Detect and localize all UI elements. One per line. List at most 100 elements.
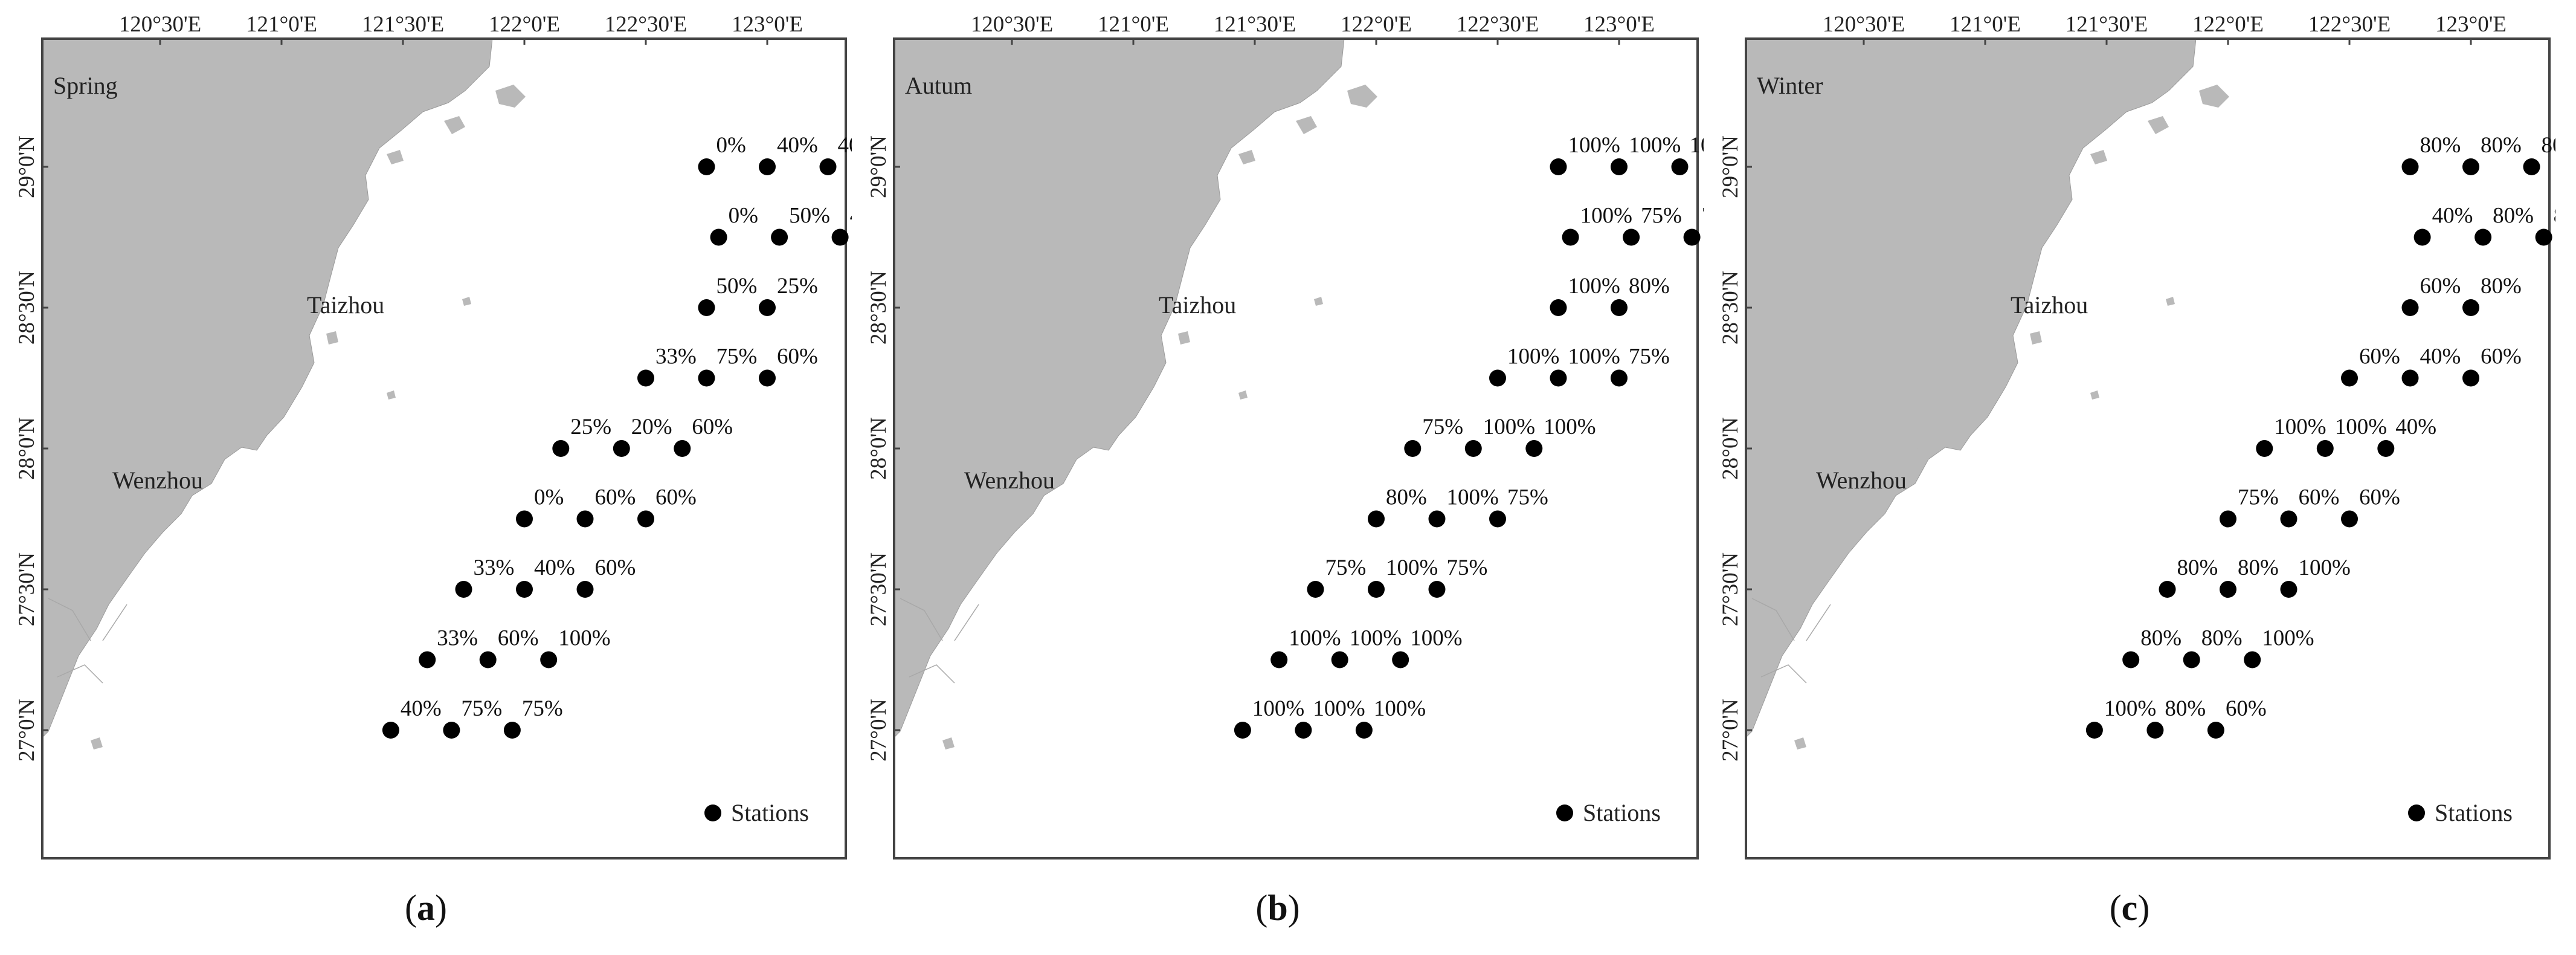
panel-caption: (b) <box>1255 888 1300 928</box>
station-percent-label: 80% <box>2481 274 2522 299</box>
station-percent-label: 80% <box>2542 133 2556 158</box>
station-percent-label: 100% <box>1568 345 1620 369</box>
island <box>988 542 999 554</box>
legend-station-marker <box>704 804 721 821</box>
island <box>2199 85 2229 108</box>
lon-tick-label: 123°0'E <box>1583 12 1655 37</box>
lat-tick-label: 27°30'N <box>1718 552 1743 626</box>
lon-tick-label: 120°30'E <box>1823 12 1905 37</box>
station-marker <box>710 228 727 246</box>
map-svg: 120°30'E 121°0'E 121°30'E 122°0'E 122°30'E 12… <box>14 12 852 860</box>
station-percent-label: 60% <box>655 485 697 510</box>
station-percent-label: 80% <box>2493 204 2534 228</box>
lon-tick-label: 121°30'E <box>1214 12 1296 37</box>
lon-tick-label: 120°30'E <box>119 12 202 37</box>
station-marker <box>419 651 436 668</box>
station-marker <box>2207 722 2224 739</box>
station-marker <box>2401 299 2419 316</box>
station-percent-label: 60% <box>2359 345 2400 369</box>
station-percent-label: 100% <box>1350 626 1402 651</box>
station-marker <box>1611 158 1628 175</box>
station-percent-label: 25% <box>570 415 611 439</box>
station-marker <box>1331 651 1348 668</box>
station-percent-label: 60% <box>692 415 733 439</box>
station-percent-label: 75% <box>461 696 502 721</box>
station-percent-label: 75% <box>716 345 758 369</box>
station-marker <box>2183 651 2200 668</box>
island <box>1840 542 1851 554</box>
station-percent-label: 75% <box>1325 555 1367 580</box>
lat-tick-label: 28°0'N <box>1718 417 1743 480</box>
station-percent-label: 75% <box>1507 485 1548 510</box>
station-percent-label: 40% <box>401 696 442 721</box>
station-percent-label: 100% <box>1568 274 1620 299</box>
station-marker <box>1611 369 1628 387</box>
station-percent-label: 100% <box>2335 415 2387 439</box>
lon-tick-label: 122°30'E <box>605 12 687 37</box>
station-marker <box>1489 510 1506 528</box>
station-percent-label: 60% <box>2359 485 2400 510</box>
station-percent-label: 80% <box>2238 555 2279 580</box>
station-percent-label: 50% <box>789 204 830 228</box>
station-marker <box>674 440 691 457</box>
station-marker <box>2244 651 2261 668</box>
station-percent-label: 100% <box>1507 345 1559 369</box>
station-marker <box>455 581 472 598</box>
station-percent-label: 100% <box>1483 415 1535 439</box>
panel-caption: (a) <box>405 888 447 928</box>
panel-caption-letter: a <box>417 888 435 928</box>
station-marker <box>1683 228 1701 246</box>
station-percent-label: 33% <box>474 555 515 580</box>
station-marker <box>2535 228 2552 246</box>
island <box>2148 116 2169 134</box>
station-marker <box>1428 581 1446 598</box>
station-percent-label: 80% <box>2554 204 2555 228</box>
station-marker <box>2401 158 2419 175</box>
station-percent-label: 0% <box>534 485 564 510</box>
station-marker <box>382 722 399 739</box>
city-label-taizhou: Taizhou <box>307 291 384 319</box>
panel-caption: (c) <box>2109 888 2150 928</box>
station-percent-label: 40% <box>2432 204 2473 228</box>
station-marker <box>2462 158 2479 175</box>
station-marker <box>2085 722 2103 739</box>
station-marker <box>1489 369 1506 387</box>
station-percent-label: 80% <box>2177 555 2218 580</box>
map-panel-a: 120°30'E 121°0'E 121°30'E 122°0'E 122°30'E 12… <box>0 0 852 955</box>
island <box>326 331 338 345</box>
station-marker <box>516 510 533 528</box>
lat-tick-label: 28°30'N <box>1718 271 1743 345</box>
station-marker <box>2401 369 2419 387</box>
station-percent-label: 75% <box>2238 485 2279 510</box>
station-marker <box>1550 158 1567 175</box>
island <box>1979 399 1990 411</box>
station-marker <box>759 158 776 175</box>
station-percent-label: 40% <box>850 204 852 228</box>
season-label: Autum <box>905 72 972 99</box>
station-marker <box>1295 722 1312 739</box>
island <box>208 447 221 459</box>
station-marker <box>2256 440 2273 457</box>
station-marker <box>2462 299 2479 316</box>
station-percent-label: 100% <box>1386 555 1438 580</box>
station-marker <box>479 651 497 668</box>
island <box>1178 331 1190 345</box>
land-area <box>1746 39 2197 738</box>
station-percent-label: 100% <box>1374 696 1426 721</box>
station-percent-label: 25% <box>777 274 818 299</box>
map-panel-b: 120°30'E 121°0'E 121°30'E 122°0'E 122°30'E 12… <box>852 0 1704 955</box>
island <box>495 85 526 108</box>
lat-tick-label: 27°30'N <box>14 552 39 626</box>
station-percent-label: 80% <box>1629 274 1670 299</box>
station-percent-label: 0% <box>716 133 746 158</box>
station-marker <box>759 299 776 316</box>
legend-station-marker <box>1556 804 1573 821</box>
island <box>275 399 286 411</box>
station-marker <box>2146 722 2164 739</box>
station-percent-label: 50% <box>716 274 758 299</box>
lat-tick-label: 27°0'N <box>14 699 39 762</box>
station-marker <box>2280 510 2297 528</box>
map-svg: 120°30'E 121°0'E 121°30'E 122°0'E 122°30'E 12… <box>1718 12 2556 860</box>
station-marker <box>2475 228 2492 246</box>
panel-caption-letter: b <box>1267 888 1288 928</box>
